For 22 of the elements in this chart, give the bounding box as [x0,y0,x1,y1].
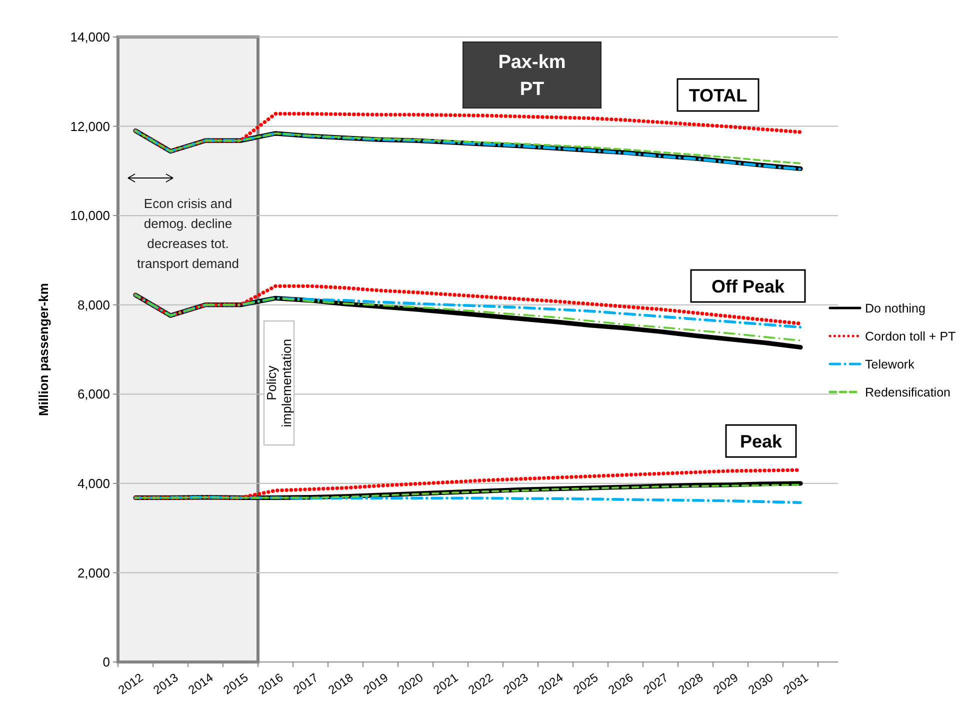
y-tick-label: 4,000 [77,476,110,491]
y-axis-title: Million passenger-km [36,283,51,416]
legend-label: Do nothing [865,301,926,316]
annotation: Off Peak [711,276,786,296]
text: Pax-km PT [498,52,566,100]
annotation: TOTAL [688,85,748,106]
annotation: Peak [740,431,784,452]
y-tick-label: 0 [102,654,110,670]
legend-label: Telework [865,357,916,372]
y-tick-label: 8,000 [77,297,110,312]
y-tick-label: 6,000 [77,386,110,402]
line-series [134,112,802,154]
legend-label: Cordon toll + PT [865,329,956,344]
legend-label: Redensification [865,385,951,400]
y-tick-label: 14,000 [70,30,110,45]
band-label: Econ crisis and demog. decline decreases tot. transport demand [137,196,239,271]
line-series [134,294,802,329]
y-tick-label: 2,000 [77,565,110,580]
y-tick-label: 10,000 [70,208,110,224]
annotation: Policy implementation [264,338,294,428]
line-series [134,130,802,164]
y-tick-label: 12,000 [70,118,110,134]
